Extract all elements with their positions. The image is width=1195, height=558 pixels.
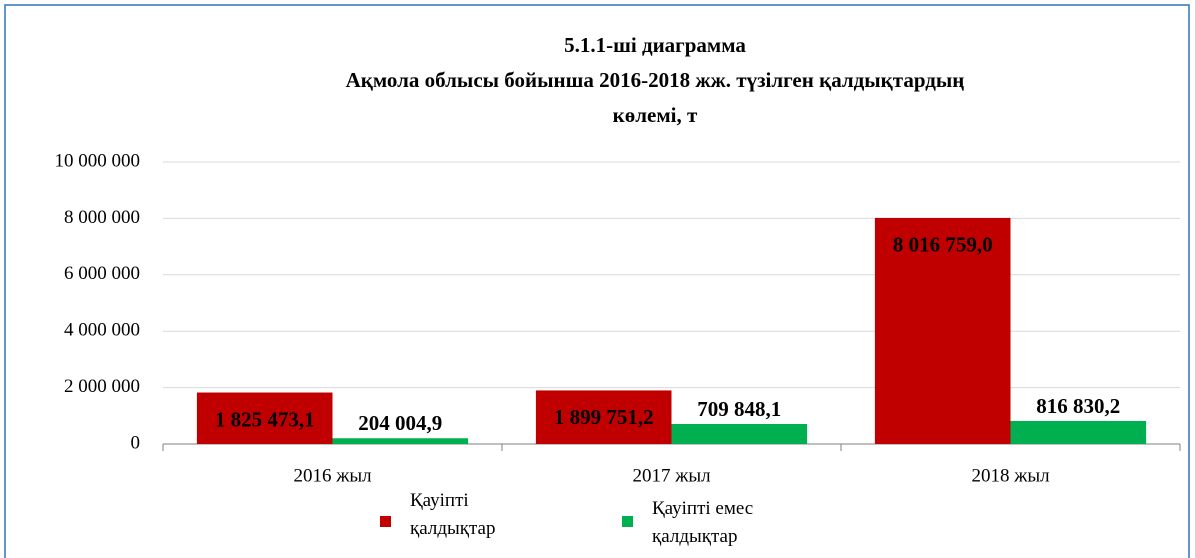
bar: [1010, 420, 1147, 444]
data-label: 1 899 751,2: [554, 405, 654, 429]
y-tick-label: 8 000 000: [64, 207, 140, 228]
legend-swatch: [622, 516, 633, 527]
bar: [535, 390, 672, 444]
legend-label: Қауіпті қалдықтар: [410, 490, 496, 539]
y-tick-label: 2 000 000: [64, 376, 140, 397]
legend-swatch: [380, 516, 391, 527]
bar: [874, 217, 1011, 444]
chart-title: Ақмола облысы бойынша 2016-2018 жж. түзі…: [346, 68, 965, 92]
data-label: 816 830,2: [1036, 394, 1120, 418]
y-tick-label: 4 000 000: [64, 320, 140, 341]
x-tick-label: 2017 жыл: [632, 465, 711, 486]
legend-label: Қауіпті емес қалдықтар: [652, 498, 754, 547]
y-tick-label: 6 000 000: [64, 263, 140, 284]
data-label: 709 848,1: [697, 397, 781, 421]
data-label: 1 825 473,1: [215, 407, 315, 431]
x-tick-label: 2018 жыл: [971, 465, 1050, 486]
data-label: 204 004,9: [358, 411, 442, 435]
chart-title: көлемі, т: [613, 103, 698, 127]
bar: [671, 423, 808, 444]
bar: [196, 392, 333, 444]
chart-frame: [4, 4, 1190, 558]
data-label: 8 016 759,0: [893, 233, 993, 257]
chart-title: 5.1.1-ші диаграмма: [564, 33, 746, 57]
x-tick-label: 2016 жыл: [293, 465, 372, 486]
bar: [332, 438, 469, 444]
y-tick-label: 0: [131, 432, 141, 453]
y-tick-label: 10 000 000: [55, 150, 141, 171]
